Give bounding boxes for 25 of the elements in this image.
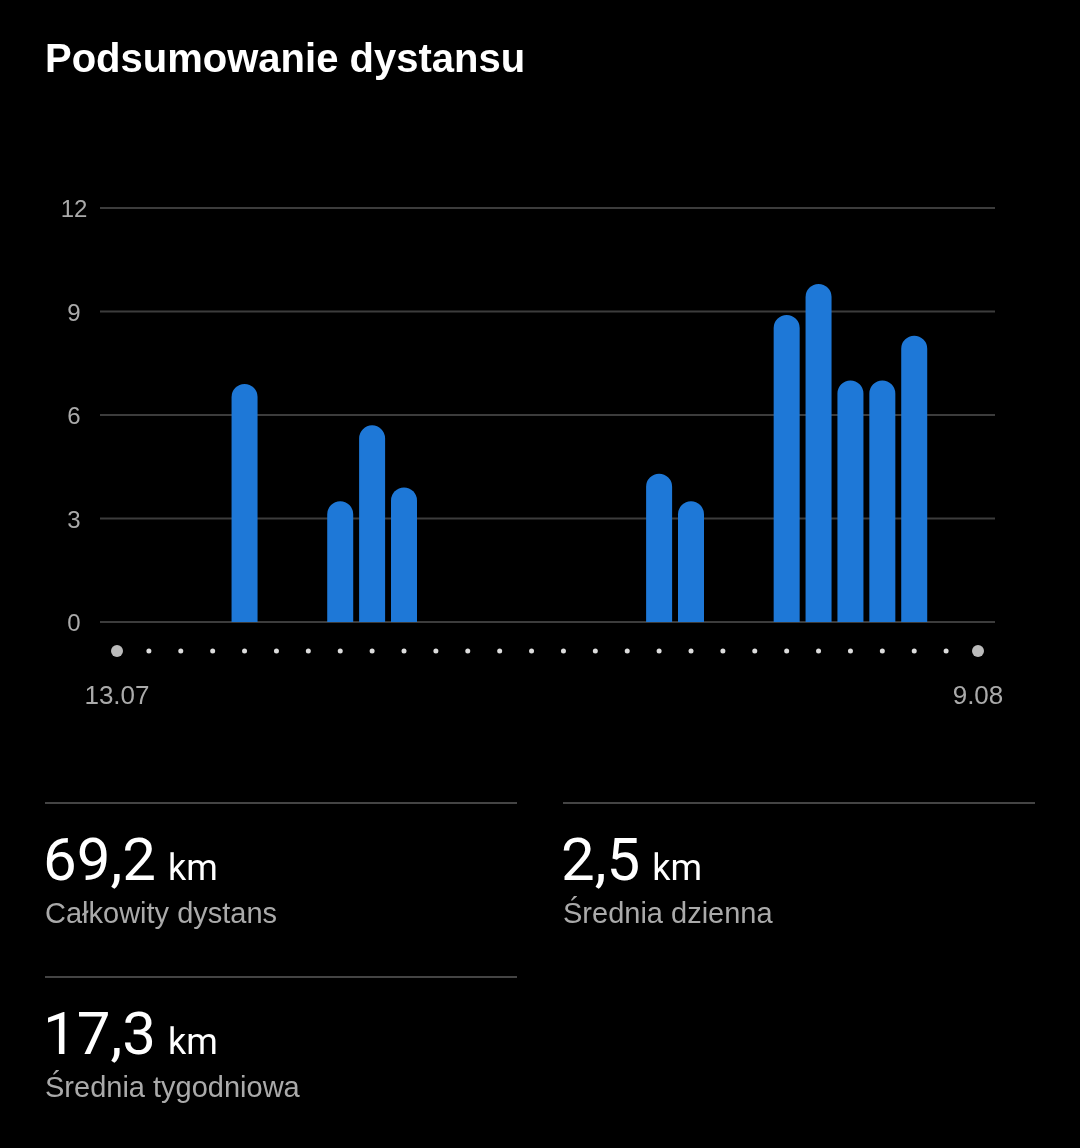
y-tick-label: 12	[60, 195, 88, 222]
bar	[837, 380, 864, 622]
bar	[391, 487, 417, 622]
bar	[773, 314, 800, 622]
bar	[231, 383, 258, 622]
text: Średnia dzienna	[563, 896, 774, 929]
text: Średnia tygodniowa	[45, 1070, 301, 1103]
x-tick-label: 13.07	[84, 680, 150, 710]
text: 2,5 km	[561, 824, 703, 895]
y-tick-label: 6	[67, 402, 81, 429]
text: 69,2 km	[43, 824, 218, 895]
y-tick-label: 9	[67, 298, 81, 326]
bar	[359, 425, 386, 622]
bar	[901, 335, 928, 622]
bar	[805, 283, 832, 622]
chart-title: Podsumowanie dystansu	[45, 36, 526, 80]
bar	[646, 473, 673, 622]
text: 17,3 km	[43, 998, 218, 1069]
bar	[678, 501, 704, 622]
bar	[327, 501, 354, 622]
x-tick-label: 9.08	[952, 680, 1004, 710]
y-tick-label: 0	[67, 609, 81, 636]
text: Całkowity dystans	[45, 897, 278, 929]
bar	[869, 380, 896, 622]
y-tick-label: 3	[67, 505, 81, 533]
